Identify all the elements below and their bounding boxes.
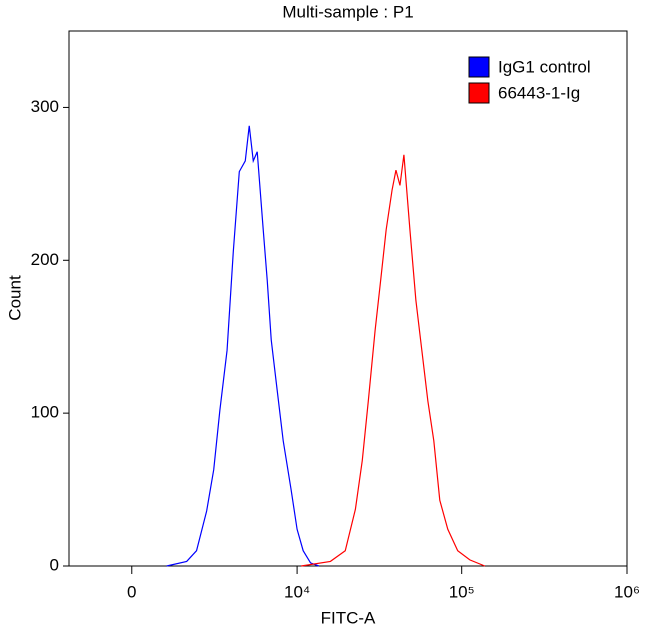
y-tick-label: 200: [31, 250, 59, 269]
y-axis-label: Count: [5, 275, 24, 321]
y-tick-label: 300: [31, 97, 59, 116]
y-tick-label: 100: [31, 403, 59, 422]
y-tick-label: 0: [50, 555, 59, 574]
chart-title: Multi-sample : P1: [282, 2, 413, 21]
series-line: [166, 125, 320, 567]
x-tick-label: 10⁵: [449, 582, 475, 601]
x-axis-label: FITC-A: [321, 608, 376, 627]
plot-frame: [68, 30, 628, 567]
x-tick-label: 10⁴: [284, 582, 310, 601]
legend-label: IgG1 control: [498, 57, 591, 76]
x-tick-label: 10⁶: [614, 582, 640, 601]
x-tick-label: 0: [127, 582, 136, 601]
legend-swatch: [468, 56, 490, 78]
legend-label: 66443-1-Ig: [498, 83, 580, 102]
series-line: [301, 154, 486, 567]
legend-swatch: [468, 82, 490, 104]
